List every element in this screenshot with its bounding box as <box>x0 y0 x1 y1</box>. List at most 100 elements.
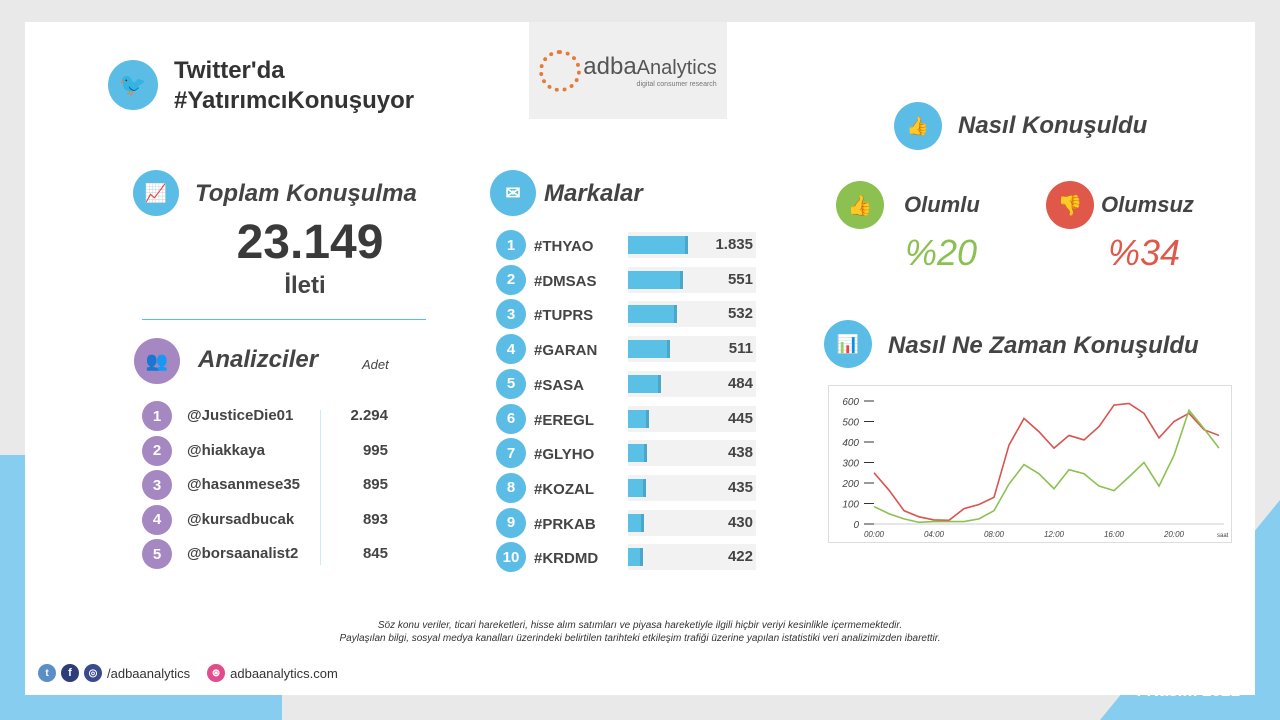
brand-name: #EREGL <box>534 411 595 429</box>
logo-tagline: digital consumer research <box>636 81 717 88</box>
rank-badge: 4 <box>496 334 526 365</box>
rank-badge: 1 <box>142 401 172 431</box>
thumbs-up-icon: 👍 <box>836 181 884 229</box>
brand-count: 438 <box>727 444 753 462</box>
bar-track <box>628 232 756 258</box>
brand-count: 551 <box>727 270 753 288</box>
bar-chart-icon: 📊 <box>824 320 872 368</box>
rank-badge: 7 <box>496 438 526 469</box>
analyst-name: @borsaanalist2 <box>187 545 299 562</box>
people-icon: 👥 <box>134 338 180 384</box>
bar-track <box>628 336 756 363</box>
brand-bar <box>628 374 662 393</box>
bar-track <box>628 509 756 536</box>
y-tick-label: 100 <box>842 500 859 511</box>
twitter-icon[interactable]: t <box>38 664 56 682</box>
negative-value: %34 <box>1108 232 1181 273</box>
brand-bar <box>628 270 683 289</box>
brand-name: #PRKAB <box>534 515 596 533</box>
rank-badge: 4 <box>142 504 172 535</box>
page-title: Twitter'da #YatırımcıKonuşuyor <box>174 56 414 116</box>
brand-name: #KOZAL <box>534 480 594 498</box>
analyst-count: 995 <box>362 441 388 459</box>
brand-bar <box>628 236 688 254</box>
x-axis-label: saat <box>1217 533 1229 539</box>
x-tick-label: 00:00 <box>864 530 885 539</box>
series-line-1 <box>873 408 1220 524</box>
brand-name: #THYAO <box>534 238 594 255</box>
sentiment-title: Nasıl Konuşuldu <box>958 112 1148 139</box>
bar-track <box>628 370 756 397</box>
analyst-count: 893 <box>362 510 388 528</box>
analysts-title: Analizciler <box>198 346 319 373</box>
rank-badge: 5 <box>496 368 526 399</box>
brand-name: #SASA <box>534 376 585 394</box>
y-tick-label: 0 <box>853 520 859 531</box>
total-unit: İleti <box>284 272 326 299</box>
rank-badge: 1 <box>496 230 526 260</box>
brand-name: #DMSAS <box>534 272 597 290</box>
logo: adbaAnalytics digital consumer research <box>529 22 727 119</box>
message-card-icon: ✉ <box>490 170 536 216</box>
thumbs-icon: 👍 <box>894 102 942 150</box>
brand-bar <box>628 444 647 463</box>
rank-badge: 6 <box>496 403 526 434</box>
bar-track <box>628 544 756 571</box>
analyst-count: 845 <box>362 545 388 562</box>
bar-track <box>628 301 756 328</box>
x-tick-label: 08:00 <box>984 530 1005 539</box>
brand-count: 532 <box>727 305 753 323</box>
rank-badge: 9 <box>496 507 526 538</box>
bar-track <box>628 474 756 501</box>
divider <box>142 319 426 320</box>
x-tick-label: 12:00 <box>1044 530 1065 539</box>
brand-bar <box>628 305 677 324</box>
timeline-chart: 600 500 400 300 200 100 0 00:00 04:00 08:00 12:00 1… <box>828 385 1232 543</box>
social-handle[interactable]: /adbaanalytics <box>107 665 191 681</box>
x-tick-label: 20:00 <box>1163 530 1185 539</box>
disclaimer-line-2: Paylaşılan bilgi, sosyal medya kanalları… <box>339 633 941 644</box>
rank-badge: 8 <box>496 472 526 503</box>
title-line-1: Twitter'da <box>174 57 285 84</box>
instagram-icon[interactable]: ◎ <box>84 664 102 682</box>
analyst-count: 2.294 <box>350 407 388 424</box>
bar-track <box>628 405 756 432</box>
count-header: Adet <box>362 357 389 372</box>
brand-bar <box>628 340 671 359</box>
brand-bar <box>628 409 649 428</box>
rank-badge: 2 <box>496 264 526 295</box>
facebook-icon[interactable]: f <box>61 664 79 682</box>
analyst-name: @kursadbucak <box>187 510 295 528</box>
divider <box>320 410 321 565</box>
dribbble-icon: ⊛ <box>207 664 226 682</box>
brand-bar <box>628 548 643 567</box>
rank-badge: 5 <box>142 539 172 569</box>
logo-text: Analytics <box>636 57 717 79</box>
bar-track <box>628 440 756 467</box>
rank-badge: 10 <box>496 542 526 573</box>
brand-name: #GLYHO <box>534 446 595 464</box>
brand-name: #TUPRS <box>534 307 594 325</box>
analyst-name: @hiakkaya <box>187 441 266 459</box>
logo-mark-icon <box>539 49 582 92</box>
brand-count: 445 <box>727 409 753 427</box>
brand-bar <box>628 478 646 497</box>
y-tick-label: 500 <box>842 418 859 429</box>
brand-count: 511 <box>728 340 753 358</box>
thumbs-down-icon: 👎 <box>1046 181 1094 229</box>
series-line-0 <box>873 402 1220 522</box>
analyst-count: 895 <box>362 476 388 493</box>
brands-title: Markalar <box>544 180 643 207</box>
rank-badge: 3 <box>496 299 526 330</box>
date: 4 Kasım 2021 <box>1133 681 1241 700</box>
brand-count: 430 <box>727 513 753 531</box>
x-tick-label: 04:00 <box>924 530 945 539</box>
y-tick-label: 600 <box>842 397 859 408</box>
rank-badge: 3 <box>142 470 172 500</box>
brand-bar <box>628 513 645 532</box>
social-links: t f ◎ /adbaanalytics ⊛ adbaanalytics.com <box>38 664 338 682</box>
total-title: Toplam Konuşulma <box>195 180 417 207</box>
logo-brand: adba <box>583 53 637 80</box>
brand-count: 1.835 <box>715 236 753 253</box>
website-link[interactable]: adbaanalytics.com <box>230 665 338 681</box>
